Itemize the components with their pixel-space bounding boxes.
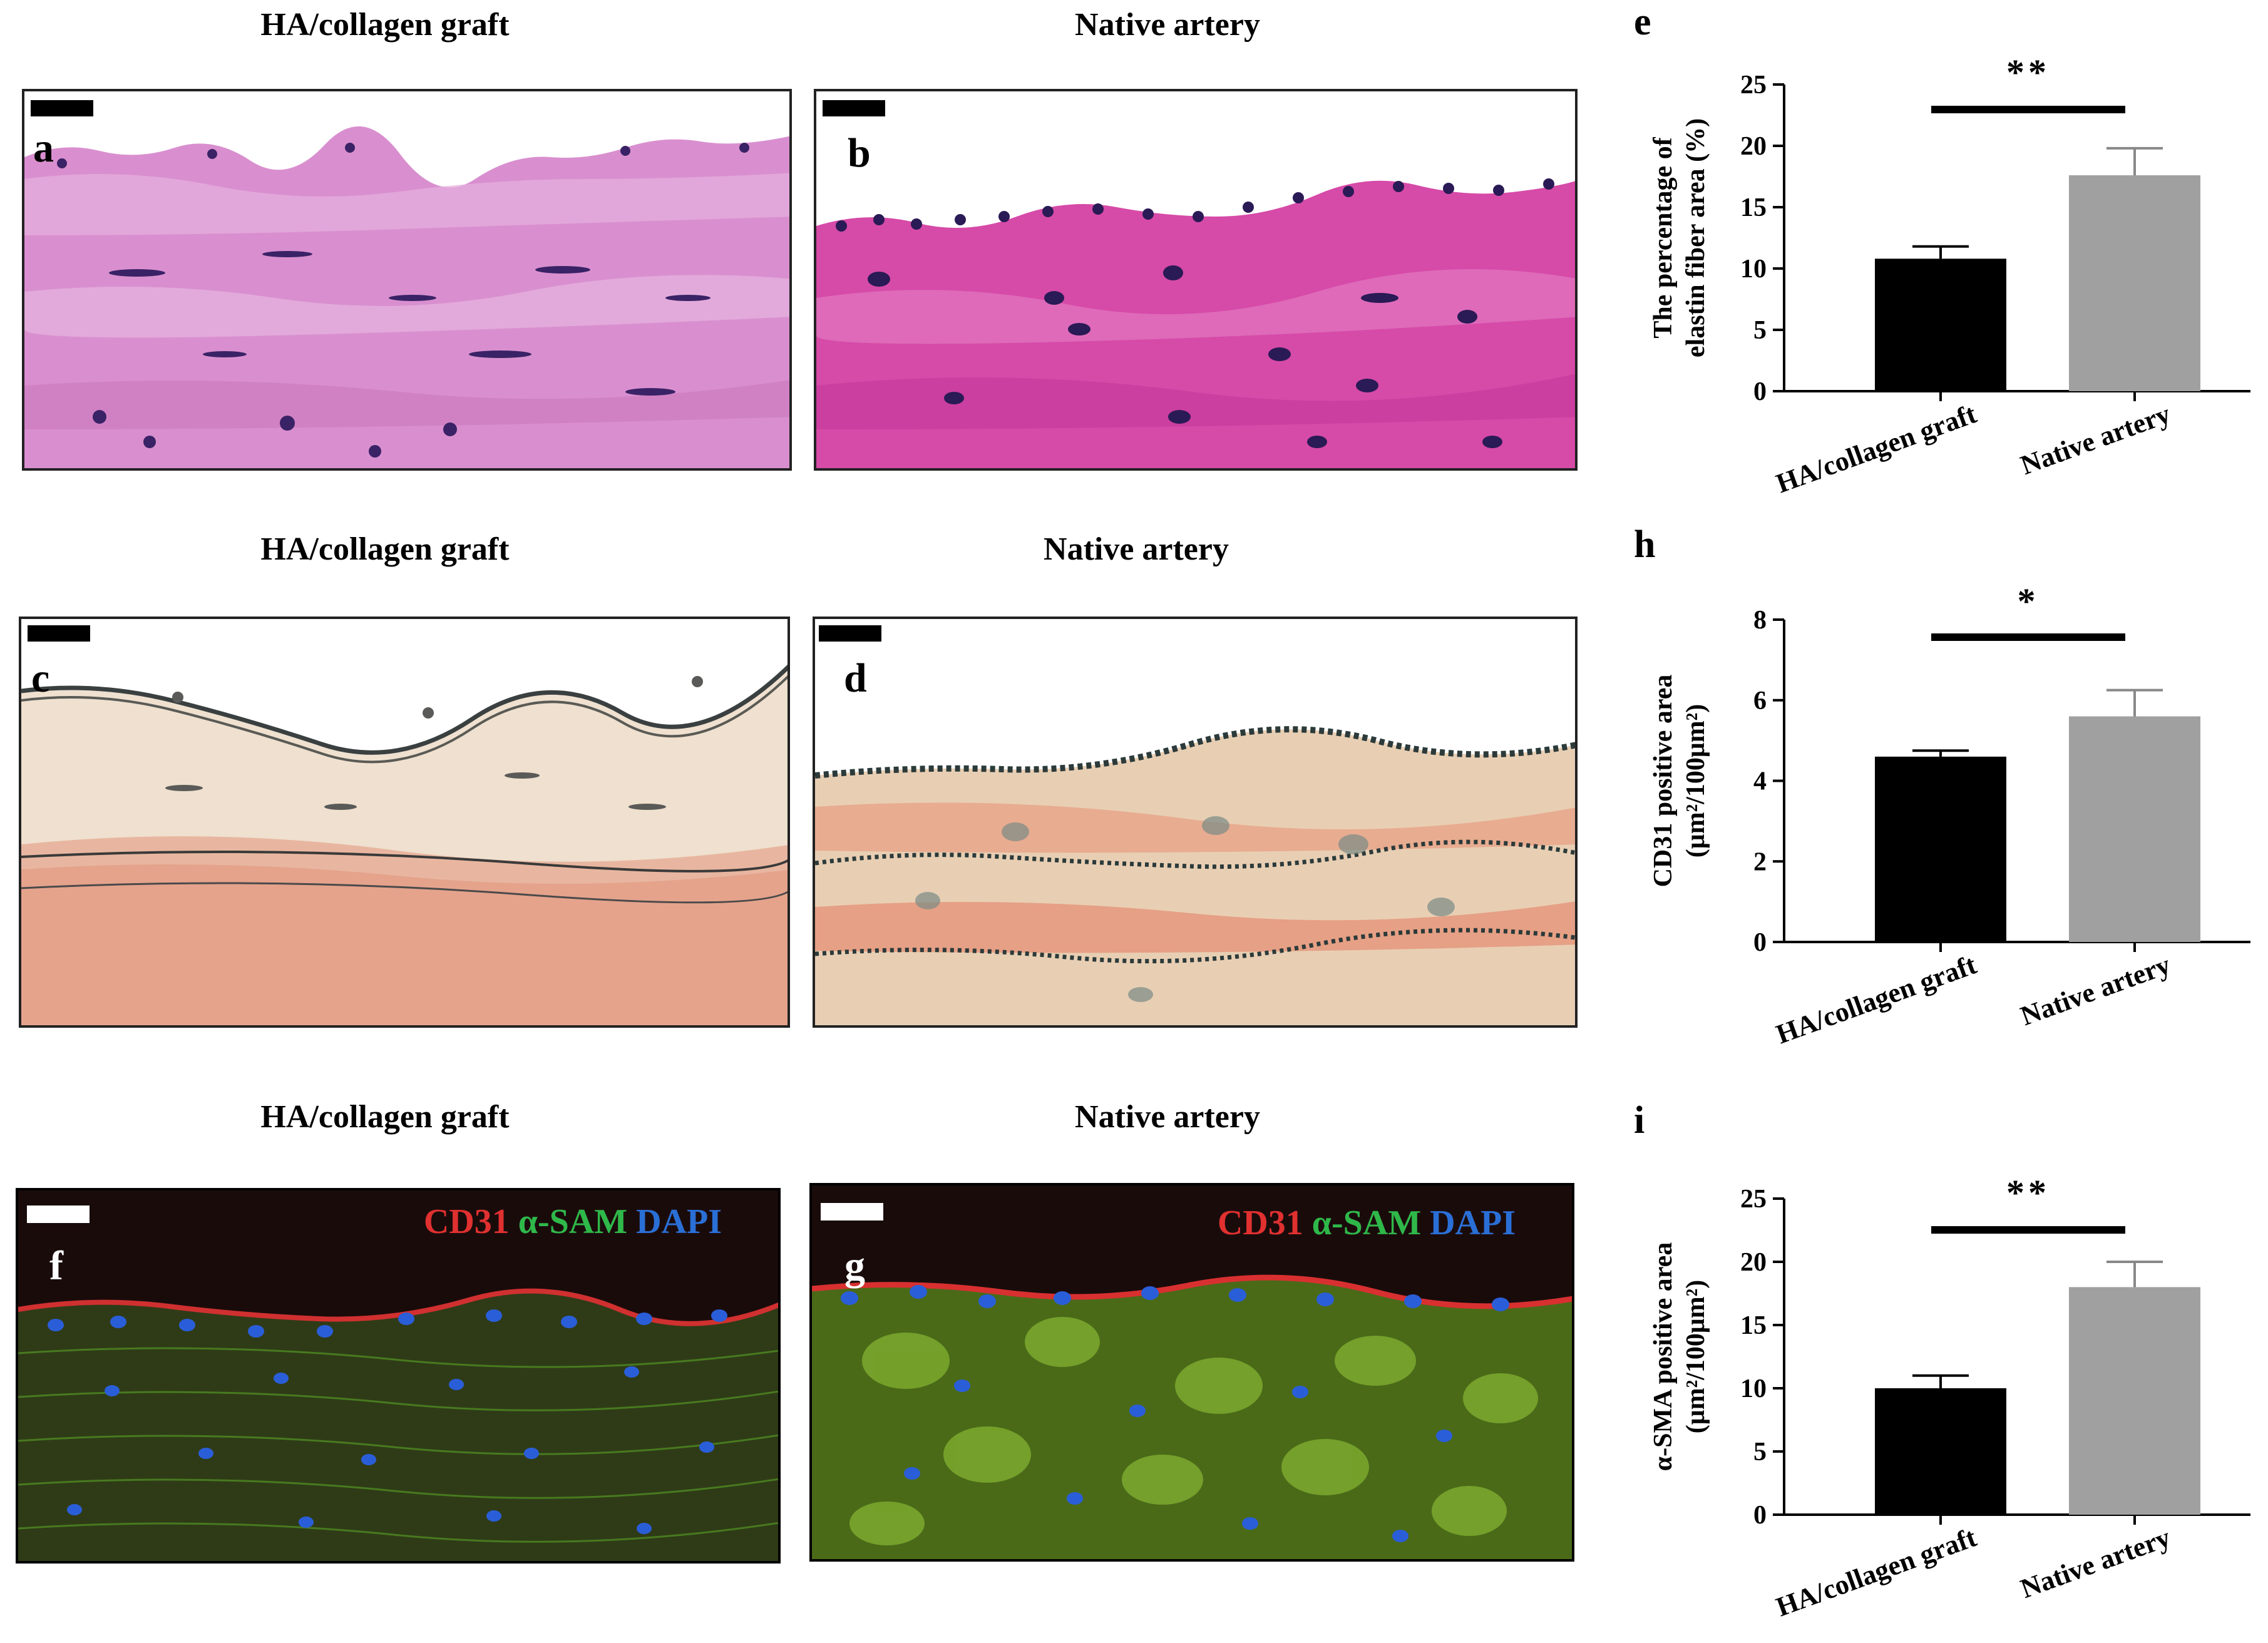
bar-chart-e: 0 5 10 15 20 25 The percentage of elastin fiber…	[1649, 52, 2250, 499]
y-tick-label: 25	[1740, 1185, 1767, 1214]
y-tick-label: 0	[1753, 928, 1767, 957]
y-tick-label: 10	[1740, 1374, 1767, 1403]
significance-stars: *	[2018, 581, 2040, 622]
x-tick-label: Native artery	[2016, 398, 2174, 481]
y-tick-label: 20	[1740, 132, 1767, 161]
y-axis-label: CD31 positive area (μm²/100μm²)	[1649, 675, 1710, 888]
bar-graft	[1875, 258, 2006, 391]
x-tick-label: HA/collagen graft	[1772, 949, 1981, 1050]
y-tick-label: 5	[1753, 1438, 1767, 1466]
panel-letter-c: c	[31, 655, 50, 701]
title-if-native: Native artery	[1075, 1099, 1260, 1135]
bar-graft	[1875, 1388, 2006, 1515]
panel-letter-b: b	[848, 130, 871, 176]
scale-bar	[31, 100, 93, 116]
y-tick-label: 4	[1753, 767, 1767, 796]
y-axis-label: α-SMA positive area (μm²/100μm²)	[1649, 1242, 1710, 1472]
panel-f-if-graft: f CD31 α-SAM DAPI	[16, 1188, 781, 1564]
fluorescence-legend: CD31 α-SAM DAPI	[1218, 1203, 1516, 1243]
chart-letter-e: e	[1634, 1, 1651, 43]
ev-graft-image	[21, 619, 788, 1025]
scale-bar	[823, 100, 885, 116]
ev-native-image	[815, 619, 1575, 1025]
title-ev-native: Native artery	[1044, 531, 1229, 567]
panel-a-he-graft: a	[22, 89, 792, 471]
dapi-label: DAPI	[1430, 1204, 1516, 1242]
chart-letter-h: h	[1634, 523, 1656, 566]
panel-b-he-native: b	[814, 89, 1578, 471]
y-tick-label: 10	[1740, 255, 1767, 284]
panel-g-if-native: g CD31 α-SAM DAPI	[809, 1183, 1574, 1562]
bar-native	[2069, 716, 2200, 942]
panel-letter-a: a	[33, 125, 54, 171]
y-tick-label: 0	[1753, 1501, 1767, 1530]
scale-bar	[821, 1203, 883, 1221]
y-tick-label: 5	[1753, 316, 1767, 345]
panel-letter-d: d	[844, 655, 867, 701]
title-he-graft: HA/collagen graft	[260, 7, 510, 43]
y-tick-label: 25	[1740, 71, 1767, 100]
y-tick-label: 20	[1740, 1248, 1767, 1277]
scale-bar	[27, 1205, 90, 1223]
significance-stars: **	[2006, 1172, 2050, 1213]
significance-stars: **	[2006, 52, 2050, 93]
x-tick-label: HA/collagen graft	[1772, 398, 1981, 499]
cd31-label: CD31	[423, 1202, 510, 1241]
scale-bar	[819, 625, 881, 642]
bar-native	[2069, 1287, 2200, 1515]
title-if-graft: HA/collagen graft	[260, 1099, 510, 1135]
title-ev-graft: HA/collagen graft	[260, 531, 510, 567]
y-tick-label: 0	[1753, 377, 1767, 406]
y-axis-label: The percentage of elastin fiber area (%)	[1649, 118, 1710, 357]
y-tick-label: 15	[1740, 1311, 1767, 1340]
panel-letter-g: g	[844, 1243, 865, 1289]
asam-label: α-SAM	[1311, 1204, 1422, 1242]
chart-letter-i: i	[1634, 1099, 1645, 1142]
if-graft-image	[18, 1190, 778, 1561]
x-tick-label: Native artery	[2016, 949, 2174, 1031]
y-tick-label: 2	[1753, 847, 1767, 876]
panel-letter-f: f	[49, 1243, 63, 1289]
scale-bar	[28, 625, 90, 642]
fluorescence-legend: CD31 α-SAM DAPI	[424, 1202, 722, 1242]
title-he-native: Native artery	[1075, 7, 1260, 43]
panel-c-ev-graft: c	[19, 617, 790, 1028]
dapi-label: DAPI	[636, 1202, 722, 1241]
bar-graft	[1875, 756, 2006, 942]
cd31-label: CD31	[1217, 1204, 1303, 1242]
y-tick-label: 6	[1753, 687, 1767, 715]
x-tick-label: HA/collagen graft	[1772, 1522, 1981, 1622]
y-tick-label: 8	[1753, 606, 1767, 635]
he-graft-image	[24, 91, 789, 468]
he-native-image	[816, 91, 1575, 468]
bar-chart-i: 0 5 10 15 20 25 α-SMA positive area (μm²/100μm²…	[1649, 1172, 2250, 1622]
x-tick-label: Native artery	[2016, 1522, 2174, 1604]
bar-chart-h: 0 2 4 6 8 CD31 positive area (μm²/100μm²) HA/co…	[1649, 581, 2250, 1050]
bar-native	[2069, 175, 2200, 391]
asam-label: α-SAM	[518, 1202, 628, 1241]
y-tick-label: 15	[1740, 193, 1767, 222]
if-native-image	[812, 1185, 1572, 1559]
panel-d-ev-native: d	[813, 617, 1578, 1028]
